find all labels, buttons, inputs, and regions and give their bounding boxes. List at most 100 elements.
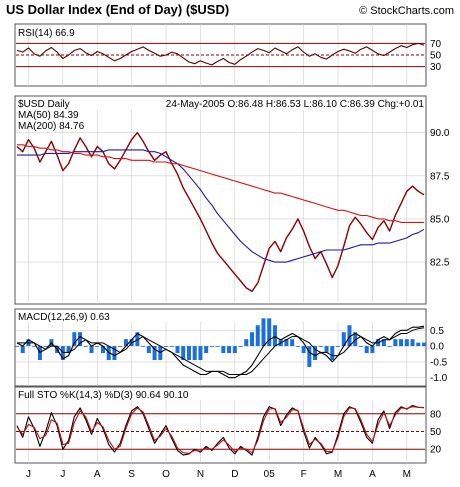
macd-histogram-bar bbox=[112, 346, 117, 360]
y-tick-label: 90.0 bbox=[430, 128, 450, 139]
macd-histogram-bar bbox=[192, 346, 197, 360]
macd-histogram-bar bbox=[295, 346, 300, 347]
macd-histogram-bar bbox=[272, 325, 277, 347]
macd-histogram-bar bbox=[221, 346, 226, 354]
chart-title: US Dollar Index (End of Day) ($USD) bbox=[6, 2, 229, 17]
macd-histogram-bar bbox=[181, 346, 186, 360]
macd-histogram-bar bbox=[393, 339, 398, 347]
macd-title: MACD(12,26,9) 0.63 bbox=[18, 312, 110, 323]
x-tick-label: D bbox=[231, 469, 238, 480]
x-tick-label: M bbox=[334, 469, 342, 480]
macd-histogram-bar bbox=[232, 346, 237, 354]
macd-histogram-bar bbox=[244, 339, 249, 347]
macd-histogram-bar bbox=[410, 339, 415, 347]
macd-histogram-bar bbox=[204, 346, 209, 354]
x-tick-label: M bbox=[403, 469, 411, 480]
macd-histogram-bar bbox=[370, 346, 375, 354]
macd-histogram-bar bbox=[215, 346, 220, 347]
macd-histogram-bar bbox=[341, 332, 346, 347]
macd-histogram-bar bbox=[238, 346, 243, 347]
macd-histogram-bar bbox=[37, 346, 42, 360]
x-tick-label: N bbox=[197, 469, 204, 480]
series-line-1-1 bbox=[17, 149, 425, 263]
macd-histogram-bar bbox=[324, 346, 329, 354]
macd-histogram-bar bbox=[313, 346, 318, 360]
macd-histogram-bar bbox=[141, 346, 146, 347]
macd-histogram-bar bbox=[100, 346, 105, 354]
x-tick-label: J bbox=[60, 469, 65, 480]
macd-histogram-bar bbox=[307, 346, 312, 367]
macd-histogram-bar bbox=[66, 346, 71, 354]
macd-histogram-bar bbox=[387, 346, 392, 347]
y-tick-label: 50 bbox=[430, 427, 442, 438]
macd-histogram-bar bbox=[250, 332, 255, 347]
sto-title: Full STO %K(14,3) %D(3) 90.64 90.10 bbox=[18, 390, 189, 401]
macd-histogram-bar bbox=[186, 346, 191, 360]
macd-histogram-bar bbox=[330, 346, 335, 360]
sto-panel bbox=[14, 386, 427, 464]
y-tick-label: 50 bbox=[430, 51, 442, 62]
macd-histogram-bar bbox=[146, 346, 151, 354]
macd-histogram-bar bbox=[301, 346, 306, 354]
macd-histogram-bar bbox=[227, 346, 232, 354]
macd-histogram-bar bbox=[32, 346, 37, 347]
macd-histogram-bar bbox=[422, 342, 426, 347]
price-title: $USD Daily bbox=[18, 99, 70, 110]
macd-histogram-bar bbox=[404, 339, 409, 347]
y-tick-label: 20 bbox=[430, 445, 442, 456]
macd-histogram-bar bbox=[353, 332, 358, 347]
macd-histogram-bar bbox=[89, 346, 94, 354]
macd-histogram-bar bbox=[290, 339, 295, 347]
price-panel bbox=[14, 95, 427, 305]
macd-histogram-bar bbox=[106, 346, 111, 360]
series-line-1-0 bbox=[16, 131, 425, 293]
macd-histogram-bar bbox=[118, 346, 123, 347]
rsi-title: RSI(14) 66.9 bbox=[18, 28, 75, 39]
macd-histogram-bar bbox=[198, 346, 203, 360]
macd-histogram-bar bbox=[95, 346, 100, 347]
macd-histogram-bar bbox=[83, 346, 88, 347]
y-tick-label: 0.5 bbox=[430, 326, 444, 337]
macd-histogram-bar bbox=[158, 346, 163, 360]
macd-histogram-bar bbox=[78, 332, 83, 347]
macd-histogram-bar bbox=[20, 346, 25, 354]
x-tick-label: A bbox=[369, 469, 376, 480]
macd-histogram-bar bbox=[255, 325, 260, 347]
macd-histogram-bar bbox=[364, 346, 369, 354]
macd-histogram-bar bbox=[318, 346, 323, 347]
y-tick-label: 82.5 bbox=[430, 258, 450, 269]
macd-histogram-bar bbox=[416, 342, 421, 347]
series-line-3-1 bbox=[16, 406, 425, 454]
macd-histogram-bar bbox=[72, 332, 77, 347]
y-tick-label: -1.0 bbox=[430, 373, 448, 384]
x-tick-label: 05 bbox=[264, 469, 276, 480]
series-line-0-0 bbox=[16, 42, 425, 66]
tick-labels: J J A S O N D 05 F M A M30507082.585.087.590.0-1.0-… bbox=[26, 39, 450, 480]
y-tick-label: 85.0 bbox=[430, 214, 450, 225]
macd-histogram-bar bbox=[261, 318, 266, 347]
price-quote: 24-May-2005 O:86.48 H:86.53 L:86.10 C:86… bbox=[166, 99, 425, 110]
macd-histogram-bar bbox=[135, 332, 140, 347]
macd-histogram-bar bbox=[347, 325, 352, 347]
y-tick-label: 87.5 bbox=[430, 171, 450, 182]
y-tick-label: 30 bbox=[430, 62, 442, 73]
macd-histogram-bar bbox=[267, 318, 272, 347]
x-tick-label: S bbox=[128, 469, 135, 480]
series-line-2-0 bbox=[16, 325, 425, 379]
ma50-legend: MA(50) 84.39 bbox=[18, 110, 79, 121]
series-line-2-1 bbox=[17, 327, 425, 375]
watermark: © StockCharts.com bbox=[359, 5, 454, 17]
macd-histogram-bar bbox=[175, 346, 180, 354]
macd-histogram-bar bbox=[15, 346, 19, 347]
macd-histogram-bar bbox=[399, 339, 404, 347]
x-tick-label: A bbox=[94, 469, 101, 480]
y-tick-label: 70 bbox=[430, 39, 442, 50]
ma200-legend: MA(200) 84.76 bbox=[18, 121, 85, 132]
macd-histogram-bar bbox=[164, 346, 169, 347]
y-tick-label: -0.5 bbox=[430, 357, 448, 368]
macd-histogram-bar bbox=[381, 339, 386, 347]
macd-histogram-bar bbox=[336, 346, 341, 347]
macd-histogram-bar bbox=[43, 346, 48, 347]
macd-histogram-bar bbox=[60, 346, 65, 360]
